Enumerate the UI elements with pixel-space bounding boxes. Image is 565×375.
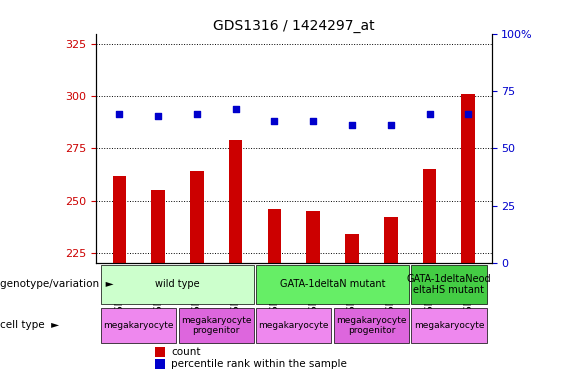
Text: megakaryocyte: megakaryocyte <box>103 321 174 330</box>
Bar <box>306 211 320 375</box>
Bar <box>101 308 176 343</box>
Text: megakaryocyte: megakaryocyte <box>414 321 484 330</box>
Point <box>270 118 279 124</box>
Text: percentile rank within the sample: percentile rank within the sample <box>171 359 347 369</box>
Point <box>425 111 434 117</box>
Point <box>115 111 124 117</box>
Bar <box>101 265 254 304</box>
Text: wild type: wild type <box>155 279 200 290</box>
Point <box>154 113 163 119</box>
Bar <box>155 347 165 357</box>
Bar <box>411 308 486 343</box>
Bar <box>151 190 165 375</box>
Bar <box>155 360 165 369</box>
Bar <box>229 140 242 375</box>
Point <box>386 123 396 129</box>
Bar <box>423 169 436 375</box>
Bar <box>411 265 486 304</box>
Text: GATA-1deltaNeod
eltaHS mutant: GATA-1deltaNeod eltaHS mutant <box>407 274 491 295</box>
Bar <box>268 209 281 375</box>
Bar <box>334 308 409 343</box>
Bar <box>256 265 409 304</box>
Point <box>308 118 318 124</box>
Bar <box>179 308 254 343</box>
Point <box>464 111 473 117</box>
Bar <box>345 234 359 375</box>
Point <box>347 123 357 129</box>
Text: cell type  ►: cell type ► <box>0 320 59 330</box>
Text: megakaryocyte
progenitor: megakaryocyte progenitor <box>181 316 251 335</box>
Text: megakaryocyte
progenitor: megakaryocyte progenitor <box>336 316 407 335</box>
Text: megakaryocyte: megakaryocyte <box>259 321 329 330</box>
Point <box>231 106 240 112</box>
Point <box>192 111 201 117</box>
Text: GATA-1deltaN mutant: GATA-1deltaN mutant <box>280 279 385 290</box>
Title: GDS1316 / 1424297_at: GDS1316 / 1424297_at <box>213 19 375 33</box>
Bar <box>112 176 126 375</box>
Text: count: count <box>171 347 201 357</box>
Bar <box>384 217 398 375</box>
Text: genotype/variation  ►: genotype/variation ► <box>0 279 114 290</box>
Bar <box>190 171 203 375</box>
Bar <box>462 94 475 375</box>
Bar <box>256 308 332 343</box>
